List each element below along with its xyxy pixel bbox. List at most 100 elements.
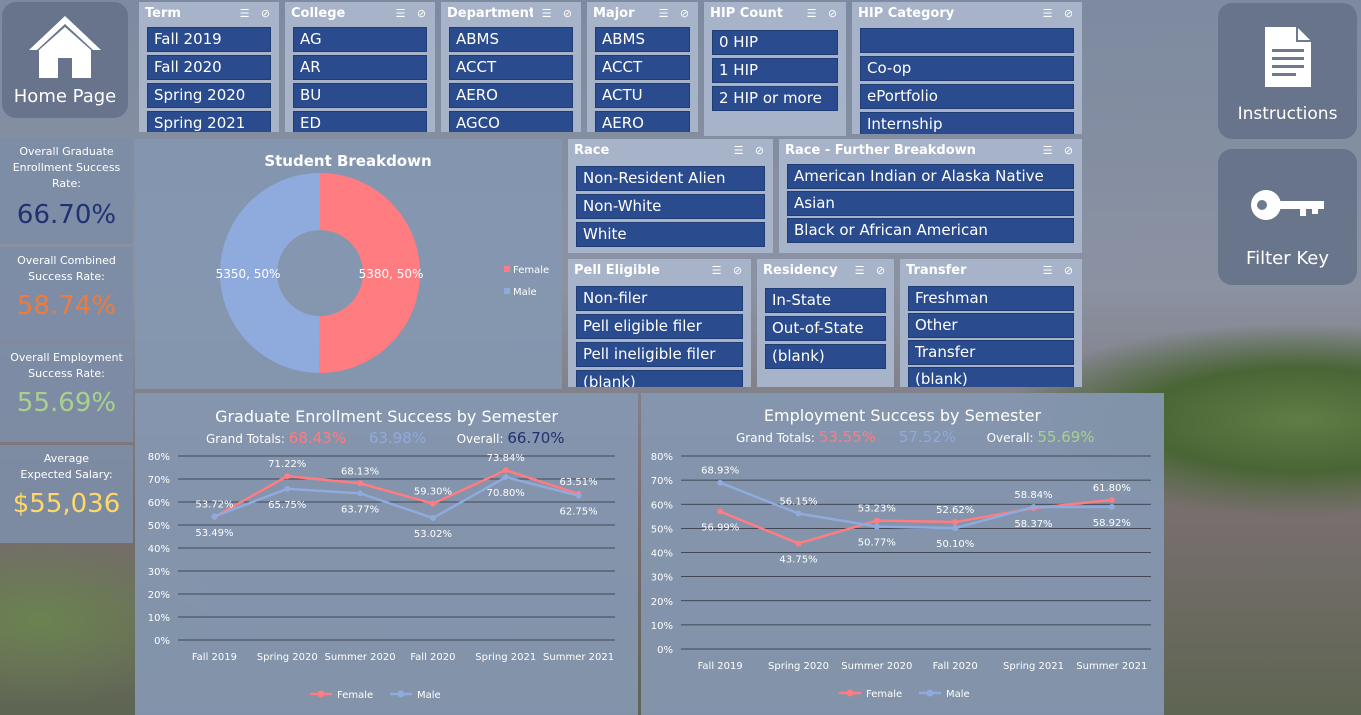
multi-select-icon[interactable]: ☰ — [541, 6, 552, 20]
slicer-item[interactable]: Co-op — [860, 56, 1074, 81]
slicer-item[interactable]: Asian — [787, 191, 1074, 216]
multi-select-icon[interactable]: ☰ — [1042, 263, 1053, 277]
slicer-item[interactable]: ACCT — [595, 55, 690, 80]
slicer-race-further[interactable]: Race - Further Breakdown ☰ ⊘ American Indi… — [779, 139, 1082, 253]
data-point-male[interactable] — [357, 490, 364, 497]
slicer-item[interactable]: ED — [293, 111, 427, 132]
clear-filter-icon[interactable]: ⊘ — [827, 6, 838, 20]
slicer-item[interactable]: ACCT — [449, 55, 573, 80]
slicer-item[interactable]: (blank) — [576, 370, 743, 387]
slicer-item[interactable]: 0 HIP — [712, 30, 838, 55]
data-point-male[interactable] — [873, 523, 880, 530]
slicer-item[interactable]: Spring 2020 — [147, 83, 271, 108]
slicer-college[interactable]: College ☰ ⊘ AG AR BU ED — [285, 2, 435, 132]
series-line-female[interactable] — [213, 468, 579, 519]
slicer-item[interactable]: Pell eligible filer — [576, 314, 743, 339]
multi-select-icon[interactable]: ☰ — [854, 263, 865, 277]
clear-filter-icon[interactable]: ⊘ — [875, 263, 886, 277]
data-point-male[interactable] — [795, 510, 802, 517]
data-point-female[interactable] — [795, 540, 802, 547]
slicer-item[interactable]: ACTU — [595, 83, 690, 108]
clear-filter-icon[interactable]: ⊘ — [1063, 143, 1074, 157]
data-point-male[interactable] — [429, 515, 436, 522]
clear-filter-icon[interactable]: ⊘ — [732, 263, 743, 277]
slicer-item[interactable]: AGCO — [449, 111, 573, 132]
data-point-male[interactable] — [1030, 504, 1037, 511]
slicer-item[interactable]: (blank) — [765, 344, 886, 369]
clear-filter-icon[interactable]: ⊘ — [416, 6, 427, 20]
clear-filter-icon[interactable]: ⊘ — [562, 6, 573, 20]
slicer-item[interactable]: Transfer — [908, 340, 1074, 365]
multi-select-icon[interactable]: ☰ — [733, 143, 744, 157]
slicer-hip-category[interactable]: HIP Category ☰ ⊘ Co-op ePortfolio Internsh… — [852, 2, 1082, 134]
multi-select-icon[interactable]: ☰ — [395, 6, 406, 20]
slicer-item[interactable]: 2 HIP or more — [712, 86, 838, 111]
data-point-male[interactable] — [1108, 503, 1115, 510]
slicer-item[interactable]: AR — [293, 55, 427, 80]
slicer-item[interactable]: Freshman — [908, 286, 1074, 311]
slicer-item[interactable]: White — [576, 222, 765, 247]
slicer-item[interactable]: (blank) — [908, 367, 1074, 387]
series-line-male[interactable] — [213, 475, 579, 520]
data-point-female[interactable] — [1108, 496, 1115, 503]
data-point-female[interactable] — [357, 480, 364, 487]
slicer-item[interactable]: AERO — [595, 111, 690, 132]
slicer-hip-count[interactable]: HIP Count ☰ ⊘ 0 HIP 1 HIP 2 HIP or more — [704, 2, 846, 136]
clear-filter-icon[interactable]: ⊘ — [1063, 6, 1074, 20]
slicer-item[interactable]: Spring 2021 — [147, 111, 271, 132]
slicer-item[interactable]: Non-Resident Alien — [576, 166, 765, 191]
multi-select-icon[interactable]: ☰ — [658, 6, 669, 20]
data-point-female[interactable] — [284, 473, 291, 480]
slicer-item[interactable]: ABMS — [595, 27, 690, 52]
slicer-item[interactable]: 1 HIP — [712, 58, 838, 83]
slicer-item[interactable]: Out-of-State — [765, 316, 886, 341]
filter-key-button[interactable]: Filter Key — [1218, 149, 1357, 285]
data-point-female[interactable] — [429, 500, 436, 507]
pie-slice-male[interactable] — [220, 173, 320, 373]
slicer-item[interactable]: ePortfolio — [860, 84, 1074, 109]
multi-select-icon[interactable]: ☰ — [711, 263, 722, 277]
slicer-residency[interactable]: Residency ☰ ⊘ In-State Out-of-State (blank… — [757, 259, 894, 387]
slicer-item[interactable]: Fall 2019 — [147, 27, 271, 52]
data-point-male[interactable] — [502, 474, 509, 481]
slicer-transfer[interactable]: Transfer ☰ ⊘ Freshman Other Transfer (blan… — [900, 259, 1082, 387]
slicer-department[interactable]: Department ☰ ⊘ ABMS ACCT AERO AGCO — [441, 2, 581, 132]
data-point-female[interactable] — [717, 508, 724, 515]
slicer-pell-eligible[interactable]: Pell Eligible ☰ ⊘ Non-filer Pell eligible … — [568, 259, 751, 387]
slicer-item[interactable]: Fall 2020 — [147, 55, 271, 80]
multi-select-icon[interactable]: ☰ — [806, 6, 817, 20]
slicer-item[interactable]: In-State — [765, 288, 886, 313]
slicer-item[interactable]: American Indian or Alaska Native — [787, 164, 1074, 189]
clear-filter-icon[interactable]: ⊘ — [1063, 263, 1074, 277]
series-line-male[interactable] — [719, 481, 1112, 530]
slicer-item[interactable]: AERO — [449, 83, 573, 108]
data-point-male[interactable] — [952, 525, 959, 532]
multi-select-icon[interactable]: ☰ — [1042, 6, 1053, 20]
slicer-item[interactable]: Internship — [860, 112, 1074, 134]
slicer-item[interactable]: Pell ineligible filer — [576, 342, 743, 367]
slicer-item[interactable]: ABMS — [449, 27, 573, 52]
multi-select-icon[interactable]: ☰ — [239, 6, 250, 20]
slicer-item[interactable]: AG — [293, 27, 427, 52]
instructions-button[interactable]: Instructions — [1218, 3, 1357, 139]
slicer-item[interactable] — [860, 28, 1074, 53]
slicer-item[interactable]: BU — [293, 83, 427, 108]
data-point-male[interactable] — [575, 492, 582, 499]
clear-filter-icon[interactable]: ⊘ — [679, 6, 690, 20]
slicer-item[interactable]: Black or African American — [787, 218, 1074, 243]
data-point-male[interactable] — [284, 485, 291, 492]
pie-slice-female[interactable] — [319, 173, 421, 374]
clear-filter-icon[interactable]: ⊘ — [754, 143, 765, 157]
slicer-term[interactable]: Term ☰ ⊘ Fall 2019 Fall 2020 Spring 2020 S… — [139, 2, 279, 132]
slicer-item[interactable]: Non-White — [576, 194, 765, 219]
slicer-item[interactable]: Other — [908, 313, 1074, 338]
clear-filter-icon[interactable]: ⊘ — [260, 6, 271, 20]
slicer-major[interactable]: Major ☰ ⊘ ABMS ACCT ACTU AERO — [587, 2, 698, 132]
slicer-item[interactable]: Non-filer — [576, 286, 743, 311]
data-point-female[interactable] — [502, 467, 509, 474]
data-point-male[interactable] — [717, 479, 724, 486]
data-point-female[interactable] — [873, 517, 880, 524]
data-point-male[interactable] — [211, 513, 218, 520]
home-page-button[interactable]: Home Page — [2, 2, 128, 118]
slicer-race[interactable]: Race ☰ ⊘ Non-Resident Alien Non-White Whit… — [568, 139, 773, 253]
